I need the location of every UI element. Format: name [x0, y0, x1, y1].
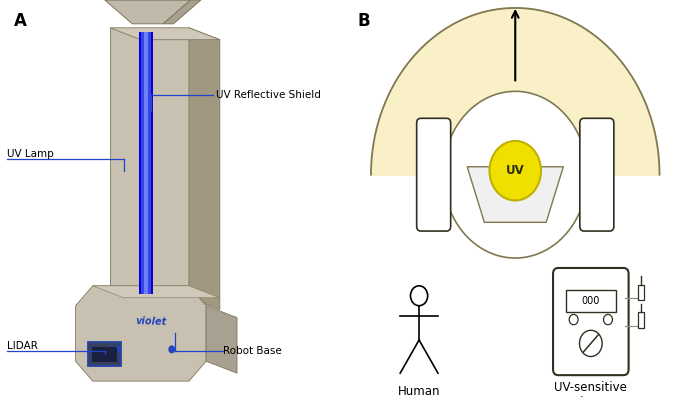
Polygon shape [206, 306, 237, 373]
Text: B: B [357, 12, 370, 30]
Text: UV Lamp: UV Lamp [7, 149, 54, 159]
Text: A: A [14, 12, 27, 30]
FancyBboxPatch shape [88, 342, 122, 366]
Circle shape [113, 345, 120, 353]
Bar [566, 290, 616, 312]
Polygon shape [110, 28, 220, 40]
Text: Human
bystander(s): Human bystander(s) [381, 385, 457, 397]
Bar [141, 32, 151, 294]
Bar [144, 32, 148, 294]
Circle shape [604, 314, 613, 325]
Text: Robot Base: Robot Base [223, 346, 282, 357]
Polygon shape [371, 8, 660, 175]
Circle shape [579, 330, 602, 357]
Polygon shape [76, 286, 206, 381]
Polygon shape [93, 286, 220, 298]
Circle shape [569, 314, 578, 325]
Polygon shape [110, 28, 189, 298]
Circle shape [168, 345, 175, 353]
Text: UV: UV [506, 164, 525, 177]
Bar [139, 32, 153, 294]
Polygon shape [443, 91, 587, 258]
FancyBboxPatch shape [580, 118, 614, 231]
Text: UV Reflective Shield: UV Reflective Shield [216, 90, 322, 100]
FancyBboxPatch shape [416, 118, 451, 231]
Polygon shape [105, 0, 191, 24]
Text: 000: 000 [582, 296, 600, 306]
Polygon shape [189, 28, 220, 310]
Bar [92, 347, 117, 362]
Polygon shape [164, 0, 201, 24]
Text: violet: violet [135, 316, 167, 327]
Bar [638, 285, 644, 300]
Text: UV-sensitive
equipment: UV-sensitive equipment [554, 381, 627, 397]
Circle shape [489, 141, 541, 200]
Bar [638, 312, 644, 328]
FancyBboxPatch shape [553, 268, 629, 375]
Text: LIDAR: LIDAR [7, 341, 38, 351]
Polygon shape [467, 167, 563, 222]
